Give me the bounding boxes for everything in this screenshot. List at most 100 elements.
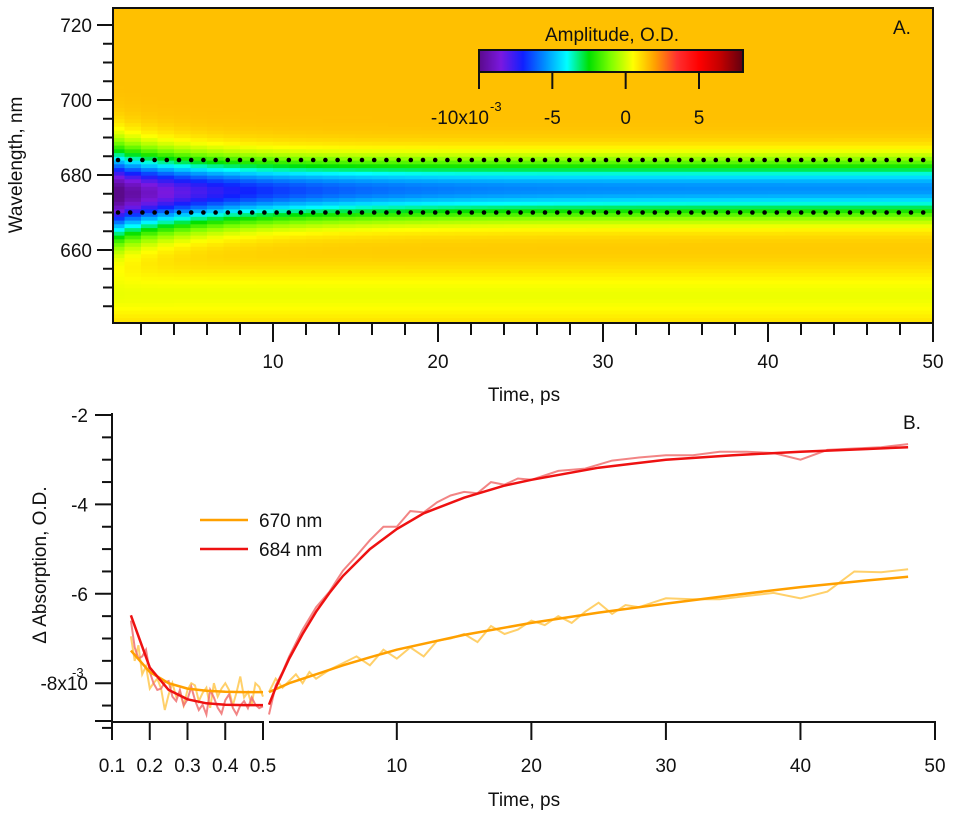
heatmap-cell [883, 295, 901, 300]
heatmap-cell [157, 145, 175, 150]
heatmap-cell [289, 280, 307, 285]
heatmap-cell [190, 212, 208, 217]
heatmap-cell [273, 246, 291, 251]
heatmap-cell [471, 257, 489, 262]
heatmap-cell [240, 171, 258, 176]
heatmap-cell [636, 268, 654, 274]
marker-dot-684 [835, 157, 841, 163]
marker-dot-684 [652, 157, 658, 163]
heatmap-cell [141, 287, 159, 292]
heatmap-cell [124, 171, 142, 176]
heatmap-cell [834, 231, 852, 236]
heatmap-cell [883, 283, 901, 289]
heatmap-cell [603, 201, 621, 206]
heatmap-cell [289, 276, 307, 281]
heatmap-cell [124, 227, 142, 232]
heatmap-cell [405, 227, 423, 232]
heatmap-cell [553, 238, 571, 244]
heatmap-cell [240, 115, 258, 120]
heatmap-cell [322, 73, 340, 79]
heatmap-cell [223, 88, 241, 94]
heatmap-cell [504, 291, 522, 296]
heatmap-cell [619, 160, 637, 165]
heatmap-cell [718, 13, 736, 19]
heatmap-cell [570, 152, 588, 157]
heatmap-cell [652, 156, 670, 161]
heatmap-cell [520, 235, 538, 240]
heatmap-cell [124, 77, 142, 82]
heatmap-cell [471, 40, 489, 45]
heatmap-cell [883, 47, 901, 52]
heatmap-cell [339, 280, 357, 285]
heatmap-cell [438, 261, 456, 266]
heatmap-cell [850, 167, 868, 172]
heatmap-cell [355, 81, 373, 86]
heatmap-cell [240, 81, 258, 86]
heatmap-cell [256, 291, 274, 296]
heatmap-cell [685, 313, 703, 319]
heatmap-cell [900, 148, 918, 154]
heatmap-cell [900, 167, 918, 172]
heatmap-cell [190, 205, 208, 210]
heatmap-cell [784, 186, 802, 191]
heatmap-cell [207, 167, 225, 172]
heatmap-cell [718, 223, 736, 229]
heatmap-cell [174, 250, 192, 255]
heatmap-cell [256, 118, 274, 124]
heatmap-cell [768, 70, 786, 75]
heatmap-cell [405, 306, 423, 311]
heatmap-cell [685, 100, 703, 105]
heatmap-cell [273, 298, 291, 304]
y-axis-title-b: Δ Absorption, O.D. [30, 486, 51, 643]
heatmap-cell [916, 220, 932, 225]
heatmap-cell [784, 291, 802, 296]
heatmap-cell [702, 182, 720, 187]
heatmap-cell [372, 58, 390, 64]
heatmap-cell [223, 148, 241, 154]
heatmap-cell [834, 253, 852, 259]
heatmap-cell [586, 197, 604, 202]
heatmap-cell [817, 133, 835, 139]
heatmap-cell [685, 242, 703, 247]
heatmap-cell [256, 235, 274, 240]
heatmap-cell [603, 242, 621, 247]
heatmap-cell [190, 265, 208, 270]
heatmap-cell [487, 32, 505, 37]
heatmap-cell [636, 197, 654, 202]
heatmap-cell [191, 325, 208, 329]
heatmap-cell [718, 261, 736, 266]
heatmap-cell [801, 325, 818, 329]
heatmap-cell [619, 295, 637, 300]
heatmap-cell [124, 81, 142, 86]
heatmap-cell [174, 62, 192, 67]
heatmap-cell [801, 306, 819, 311]
heatmap-cell [784, 276, 802, 281]
heatmap-cell [537, 178, 555, 184]
heatmap-cell [124, 167, 142, 172]
wavelength-markers [115, 157, 926, 215]
heatmap-cell [834, 130, 852, 135]
colorbar-tick-label: 0 [620, 108, 631, 129]
heatmap-cell [586, 32, 604, 37]
heatmap-cell [718, 100, 736, 105]
heatmap-cell [570, 10, 588, 15]
heatmap-cell [141, 227, 159, 232]
heatmap-cell [553, 130, 571, 135]
heatmap-cell [834, 156, 852, 161]
heatmap-cell [619, 302, 637, 307]
heatmap-cell [223, 81, 241, 86]
heatmap-cell [669, 13, 687, 19]
heatmap-cell [520, 9, 538, 11]
heatmap-cell [240, 197, 258, 202]
heatmap-cell [504, 21, 522, 26]
heatmap-cell [454, 313, 472, 319]
heatmap-cell [322, 291, 340, 296]
y-tick-label: 660 [60, 241, 92, 262]
heatmap-cell [405, 77, 423, 82]
heatmap-cell [850, 70, 868, 75]
heatmap-cell [421, 10, 439, 15]
heatmap-cell [289, 160, 307, 165]
heatmap-cell [883, 73, 901, 79]
heatmap-cell [223, 208, 241, 214]
heatmap-cell [867, 141, 885, 146]
